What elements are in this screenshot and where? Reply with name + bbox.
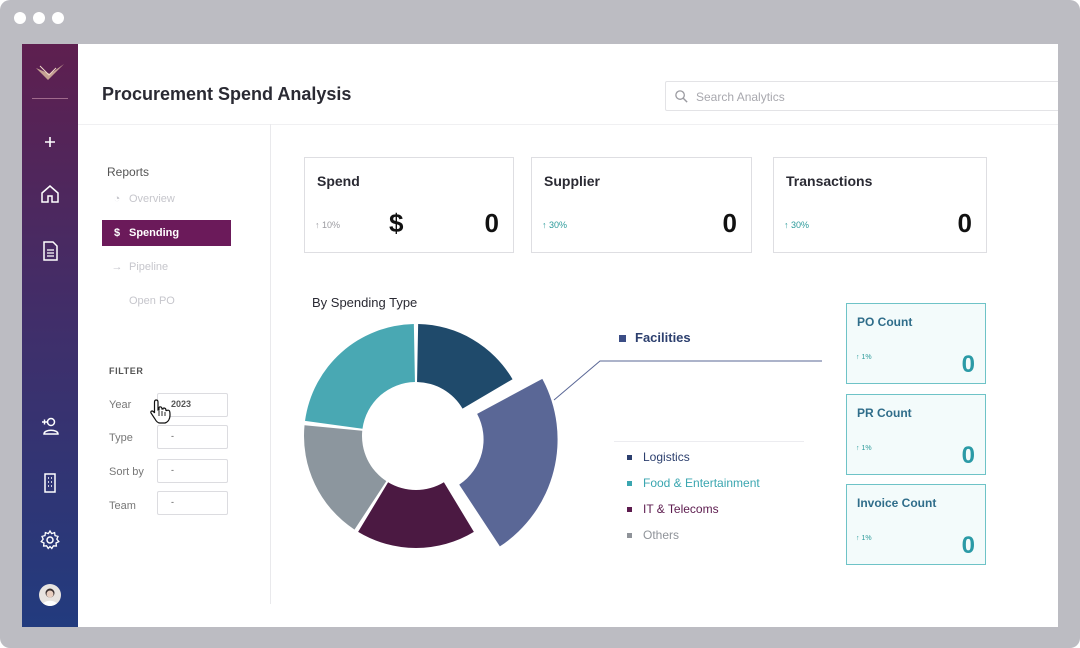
header-divider [78, 124, 1058, 125]
nav-item-open-po[interactable]: Open PO [102, 288, 231, 314]
filter-team-field[interactable]: - [157, 491, 228, 515]
legend-divider [614, 441, 804, 442]
arrow-up-icon: ↑ [856, 354, 862, 361]
metric-value: 0 [961, 532, 975, 559]
dollar-icon: $ [113, 227, 121, 239]
legend-it-telecoms[interactable]: IT & Telecoms [627, 502, 719, 516]
nav-item-spending[interactable]: $ Spending [102, 220, 231, 246]
facilities-leader-line [553, 360, 822, 401]
metric-trend: ↑ 1% [856, 445, 872, 452]
arrow-up-icon: ↑ [784, 220, 792, 230]
metric-value: 0 [961, 351, 975, 378]
search-input[interactable] [696, 88, 1046, 106]
spending-donut-chart[interactable] [302, 312, 602, 612]
metric-value: 0 [961, 442, 975, 469]
user-avatar[interactable] [39, 584, 61, 606]
logo-icon [36, 64, 64, 80]
legend-swatch [627, 533, 632, 539]
kpi-card-supplier[interactable]: Supplier ↑ 30% 0 [531, 157, 752, 253]
arrow-up-icon: ↑ [856, 535, 862, 542]
logo-divider [32, 98, 68, 99]
building-icon[interactable] [38, 471, 62, 495]
window-close-dot[interactable] [14, 12, 26, 24]
nav-rail [22, 44, 78, 627]
arrow-up-icon: ↑ [542, 220, 550, 230]
kpi-trend: ↑ 30% [784, 220, 810, 230]
chart-title: By Spending Type [312, 295, 418, 310]
window-minimize-dot[interactable] [33, 12, 45, 24]
kpi-trend: ↑ 10% [315, 220, 341, 230]
legend-others[interactable]: Others [627, 528, 679, 542]
arrow-up-icon: ↑ [856, 445, 862, 452]
kpi-value: 0 [484, 208, 499, 238]
reports-heading: Reports [107, 165, 150, 179]
kpi-title: Supplier [544, 173, 601, 189]
kpi-trend: ↑ 30% [542, 220, 568, 230]
filter-year-label: Year [109, 399, 132, 411]
metric-title: Invoice Count [857, 496, 937, 510]
nav-item-overview[interactable]: ◔ Overview [102, 186, 231, 212]
kpi-card-transactions[interactable]: Transactions ↑ 30% 0 [773, 157, 987, 253]
metric-trend: ↑ 1% [856, 354, 872, 361]
sidebar-divider [270, 124, 271, 604]
donut-slice-food-entertainment[interactable] [305, 324, 415, 429]
metric-card-po-count[interactable]: PO Count ↑ 1% 0 [846, 303, 986, 384]
hand-cursor-icon [150, 399, 171, 424]
filter-sort-label: Sort by [109, 466, 144, 478]
legend-swatch [627, 507, 632, 513]
pie-chart-icon: ◔ [113, 193, 121, 205]
search-bar[interactable] [665, 81, 1058, 111]
filter-team-label: Team [109, 500, 136, 512]
page-title: Procurement Spend Analysis [102, 84, 352, 104]
legend-swatch [627, 481, 632, 487]
legend-food-entertainment[interactable]: Food & Entertainment [627, 476, 760, 490]
add-user-icon[interactable] [38, 414, 62, 438]
legend-logistics[interactable]: Logistics [627, 450, 690, 464]
kpi-value: 0 [722, 208, 737, 238]
window-maximize-dot[interactable] [52, 12, 64, 24]
metric-card-pr-count[interactable]: PR Count ↑ 1% 0 [846, 394, 986, 475]
legend-swatch [627, 455, 632, 461]
metric-card-invoice-count[interactable]: Invoice Count ↑ 1% 0 [846, 484, 986, 565]
kpi-currency: $ [389, 208, 404, 238]
legend-swatch [619, 335, 626, 343]
filter-type-field[interactable]: - [157, 425, 228, 449]
donut-slice-logistics[interactable] [417, 324, 513, 409]
metric-trend: ↑ 1% [856, 535, 872, 542]
metric-title: PR Count [857, 406, 912, 420]
kpi-title: Transactions [786, 173, 873, 189]
app-container: Procurement Spend Analysis Reports ◔ Ove… [22, 44, 1058, 627]
settings-gear-icon[interactable] [38, 528, 62, 552]
plus-icon[interactable] [38, 130, 62, 154]
filter-type-label: Type [109, 432, 133, 444]
kpi-title: Spend [317, 173, 360, 189]
nav-item-pipeline[interactable]: → Pipeline [102, 254, 231, 280]
arrow-right-icon: → [111, 261, 123, 273]
metric-title: PO Count [857, 315, 913, 329]
legend-facilities[interactable]: Facilities [619, 330, 691, 345]
kpi-card-spend[interactable]: Spend ↑ 10% $ 0 [304, 157, 514, 253]
nav-item-label: Spending [129, 227, 180, 239]
donut-slice-others[interactable] [304, 425, 387, 530]
nav-item-label: Pipeline [129, 261, 169, 273]
donut-slice-it-telecoms[interactable] [358, 482, 474, 548]
nav-item-label: Overview [129, 193, 175, 205]
kpi-value: 0 [957, 208, 972, 238]
filter-sort-field[interactable]: - [157, 459, 228, 483]
filter-heading: FILTER [109, 366, 144, 376]
donut-slice-facilities[interactable] [459, 378, 558, 547]
search-icon [675, 90, 688, 103]
nav-item-label: Open PO [129, 295, 175, 307]
document-icon[interactable] [38, 239, 62, 263]
home-icon[interactable] [38, 182, 62, 206]
arrow-up-icon: ↑ [315, 220, 323, 230]
